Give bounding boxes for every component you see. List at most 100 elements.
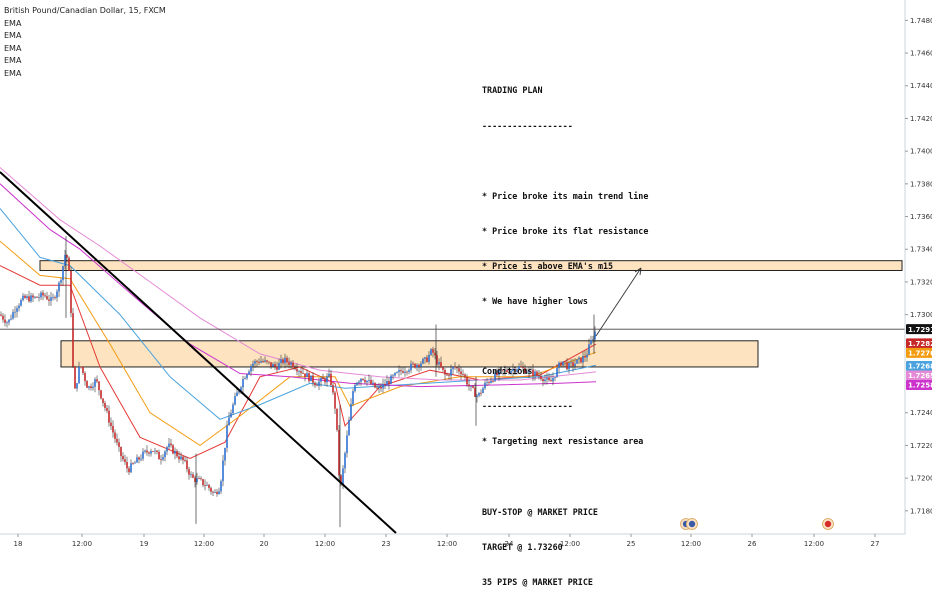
- candle-down: [302, 372, 304, 374]
- candle-down: [106, 408, 108, 411]
- candle-down: [156, 450, 158, 452]
- price-label-badge: [906, 360, 932, 371]
- candle-down: [542, 379, 544, 382]
- candle-up: [498, 370, 500, 376]
- candle-down: [114, 432, 116, 439]
- candle-down: [112, 426, 114, 433]
- candle-up: [130, 463, 132, 473]
- candle-up: [20, 300, 22, 306]
- candle-up: [18, 305, 20, 309]
- candle-up: [136, 457, 138, 463]
- broken-flat-resistance-zone: [60, 340, 759, 368]
- chart-area[interactable]: 1.74800 1.74600 1.74400 1.74200 1.74000 1.738…: [0, 0, 932, 587]
- candle-up: [218, 491, 220, 495]
- candle-up: [394, 372, 396, 376]
- candle-up: [512, 368, 514, 371]
- indicator-ema-3[interactable]: EMA: [4, 43, 22, 53]
- candle-up: [252, 363, 254, 366]
- candle-up: [234, 396, 236, 405]
- candle-down: [560, 362, 562, 366]
- candle-up: [60, 280, 62, 283]
- time-tick-label: 12:00: [315, 540, 335, 548]
- candle-down: [304, 373, 306, 378]
- candle-down: [24, 295, 26, 298]
- candle-down: [118, 442, 120, 447]
- candle-down: [212, 491, 214, 493]
- candle-down: [446, 374, 448, 376]
- price-label-text: 1.72767: [908, 350, 932, 358]
- candle-down: [414, 363, 416, 368]
- candle-up: [222, 460, 224, 482]
- symbol-title[interactable]: British Pound/Canadian Dollar, 15, FXCM: [4, 6, 166, 15]
- candle-up: [516, 369, 518, 372]
- candle-down: [524, 368, 526, 374]
- candle-down: [380, 386, 382, 389]
- candle-up: [56, 291, 58, 298]
- candle-down: [540, 376, 542, 380]
- candle-down: [122, 456, 124, 460]
- candle-up: [526, 372, 528, 374]
- candle-down: [66, 255, 68, 258]
- time-tick-label: 12:00: [560, 540, 580, 548]
- candle-down: [506, 369, 508, 372]
- candle-up: [310, 375, 312, 382]
- indicator-ema-5[interactable]: EMA: [4, 68, 22, 78]
- price-tick-label: 1.73200: [910, 278, 932, 286]
- plan-line: * Targeting next resistance area: [482, 436, 644, 447]
- candle-up: [390, 375, 392, 384]
- candle-down: [462, 374, 464, 375]
- candle-down: [492, 381, 494, 382]
- candle-down: [300, 371, 302, 373]
- candle-up: [320, 377, 322, 382]
- candle-down: [82, 366, 84, 373]
- plan-line: * Price is above EMA's m15: [482, 260, 614, 271]
- plan-line: [482, 472, 648, 484]
- candle-down: [418, 364, 420, 367]
- candle-up: [552, 377, 554, 382]
- candle-down: [460, 371, 462, 375]
- candle-up: [450, 369, 452, 376]
- indicator-ema-2[interactable]: EMA: [4, 31, 22, 40]
- candle-down: [324, 379, 326, 383]
- candle-up: [214, 491, 216, 493]
- candle-up: [404, 371, 406, 373]
- candle-down: [332, 385, 334, 393]
- candle-up: [94, 379, 96, 387]
- time-tick-label: 12:00: [804, 540, 824, 548]
- candle-down: [436, 355, 438, 365]
- trading-plan-note[interactable]: TRADING PLAN ------------------ * Price …: [482, 62, 648, 612]
- candle-up: [346, 435, 348, 454]
- candle-down: [548, 377, 550, 381]
- candle-up: [180, 456, 182, 460]
- candle-down: [74, 366, 76, 389]
- candle-up: [326, 376, 328, 383]
- plan-line: TRADING PLAN: [482, 85, 543, 96]
- candle-down: [152, 451, 154, 452]
- candle-up: [578, 357, 580, 360]
- candle-down: [322, 377, 324, 380]
- candle-up: [22, 295, 24, 301]
- price-tick-label: 1.72400: [910, 409, 932, 417]
- candle-down: [2, 315, 4, 320]
- time-tick-label: 24: [505, 540, 514, 548]
- candle-down: [72, 313, 74, 367]
- candle-up: [278, 363, 280, 370]
- indicator-ema-4[interactable]: EMA: [4, 56, 22, 65]
- candle-down: [98, 381, 100, 391]
- price-chart[interactable]: 1.74800 1.74600 1.74400 1.74200 1.74000 1.738…: [0, 0, 932, 550]
- candle-up: [398, 370, 400, 373]
- uk-flag-icon: [688, 520, 696, 528]
- candle-up: [518, 366, 520, 370]
- candle-up: [196, 478, 198, 482]
- candle-down: [146, 450, 148, 453]
- drawings-layer: [0, 171, 905, 534]
- candle-up: [428, 354, 430, 362]
- candle-down: [42, 292, 44, 296]
- plan-line: [482, 156, 648, 168]
- candle-down: [198, 478, 200, 480]
- candle-up: [92, 386, 94, 389]
- price-label-badge: [906, 338, 932, 349]
- candle-down: [336, 408, 338, 430]
- candle-down: [384, 383, 386, 385]
- indicator-ema-1[interactable]: EMA: [4, 18, 22, 28]
